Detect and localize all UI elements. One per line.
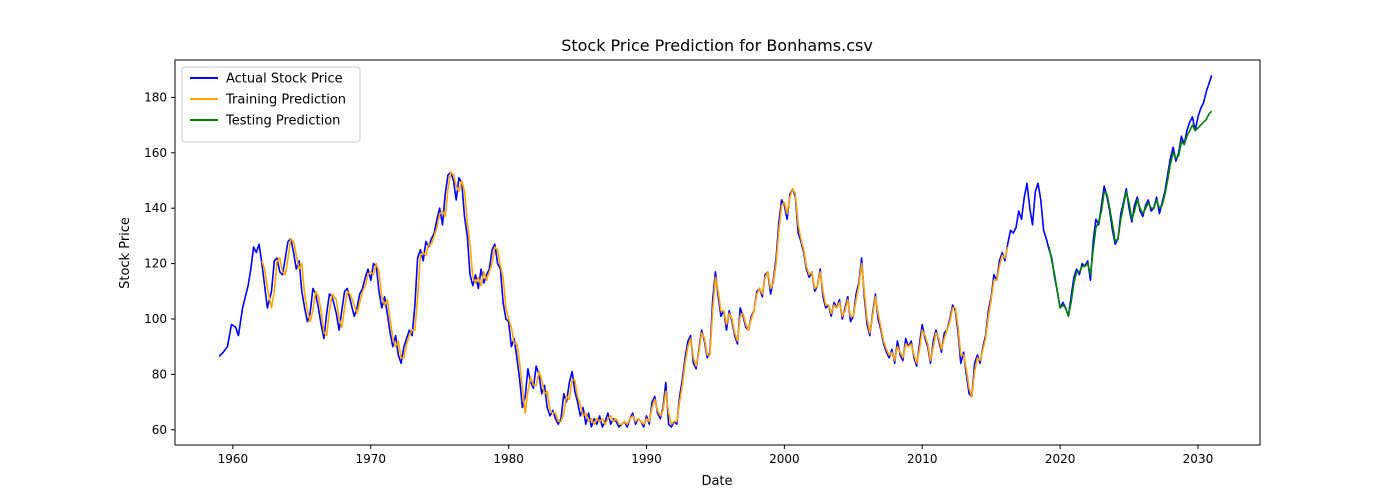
x-tick-label: 1990 bbox=[631, 452, 662, 466]
plot-area bbox=[174, 59, 1261, 446]
x-tick-label: 1970 bbox=[355, 452, 386, 466]
x-tick-label: 2000 bbox=[769, 452, 800, 466]
plot-frame bbox=[174, 59, 1261, 446]
y-tick-label: 120 bbox=[144, 257, 167, 271]
y-tick-label: 180 bbox=[144, 90, 167, 104]
series-line-2 bbox=[1048, 110, 1213, 317]
x-tick-label: 1960 bbox=[218, 452, 249, 466]
x-tick-label: 1980 bbox=[493, 452, 524, 466]
y-tick-label: 60 bbox=[152, 423, 167, 437]
y-tick-label: 80 bbox=[152, 367, 167, 381]
x-tick-label: 2030 bbox=[1183, 452, 1214, 466]
y-axis-label: Stock Price bbox=[118, 217, 133, 289]
series-line-0 bbox=[218, 74, 1213, 428]
y-tick-label: 140 bbox=[144, 201, 167, 215]
y-tick-label: 160 bbox=[144, 146, 167, 160]
x-axis: 1960 1970 1980 1990 2000 2010 2020 2030 bbox=[218, 445, 1214, 466]
y-tick-label: 100 bbox=[144, 312, 167, 326]
legend-label-0: Actual Stock Price bbox=[226, 72, 343, 87]
x-tick-label: 2020 bbox=[1045, 452, 1076, 466]
chart-title: Stock Price Prediction for Bonhams.csv bbox=[561, 36, 873, 55]
legend: Actual Stock Price Training Prediction Tes… bbox=[181, 66, 361, 143]
series-line-1 bbox=[261, 171, 1009, 425]
legend-box bbox=[181, 66, 361, 143]
y-axis: 60 80 100 120 140 160 180 bbox=[144, 90, 175, 437]
x-axis-label: Date bbox=[701, 474, 732, 489]
legend-label-2: Testing Prediction bbox=[225, 114, 340, 129]
x-tick-label: 2010 bbox=[907, 452, 938, 466]
legend-label-1: Training Prediction bbox=[225, 93, 346, 108]
